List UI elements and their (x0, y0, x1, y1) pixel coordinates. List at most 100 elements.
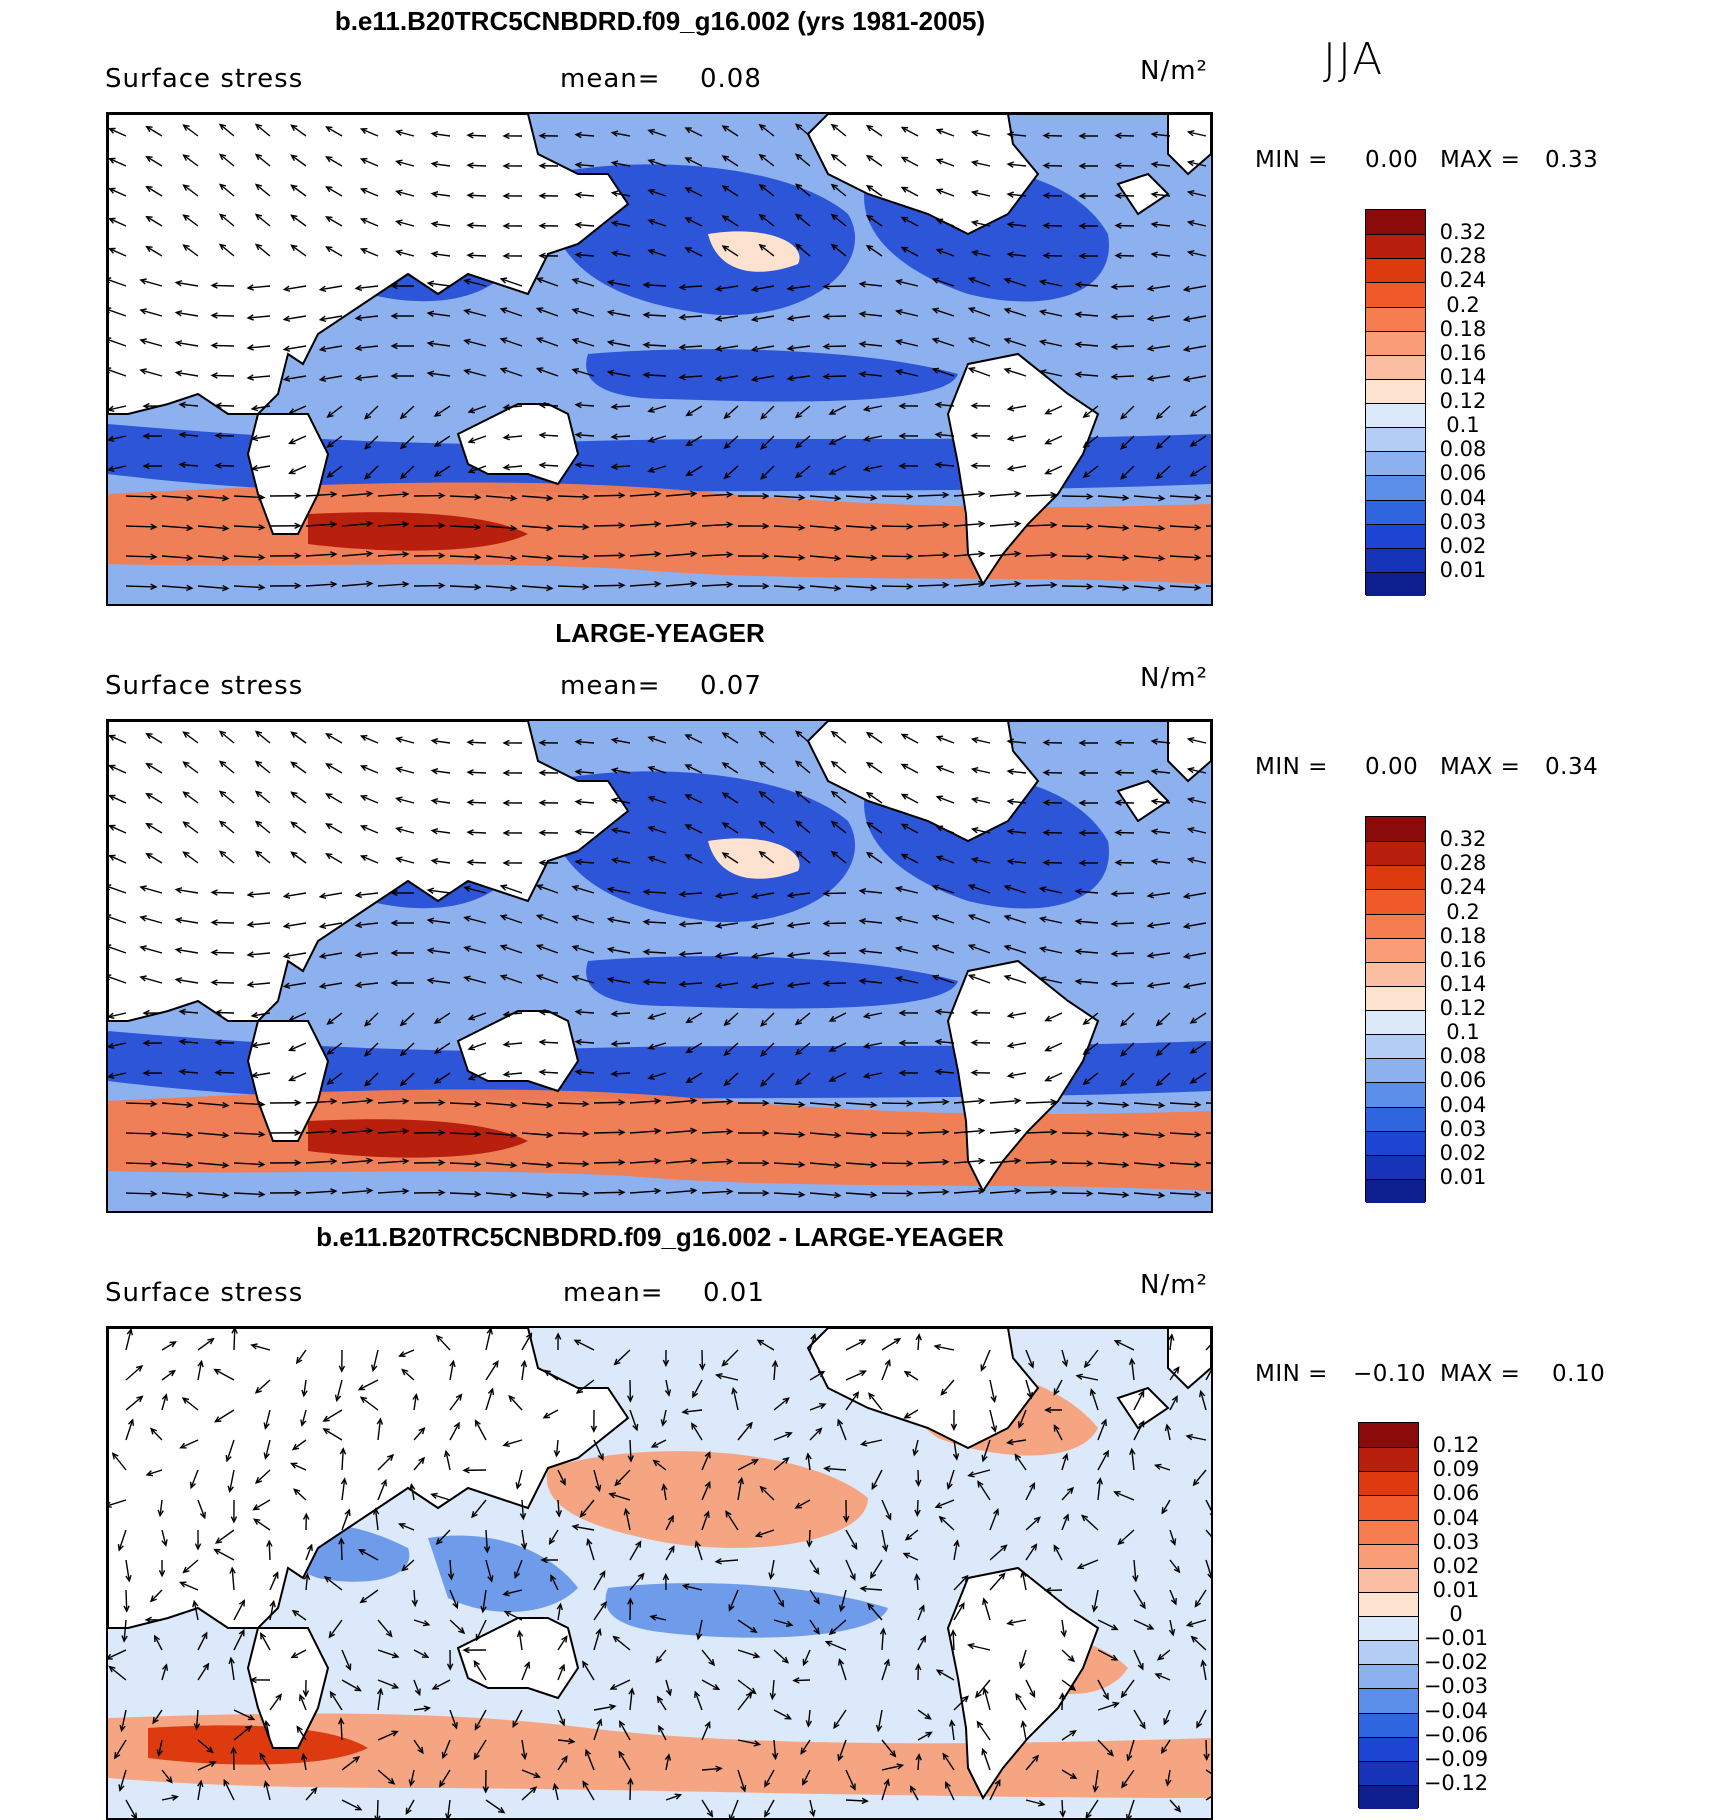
colorbar-swatch (1366, 962, 1425, 986)
colorbar-swatch (1359, 1616, 1418, 1640)
colorbar-tick-label: 0.01 (1421, 1578, 1491, 1602)
panel-2-units: N/m² (1140, 663, 1208, 693)
panel-3-mean-label: mean= (563, 1278, 664, 1308)
colorbar-swatch (1366, 210, 1425, 234)
colorbar-swatch (1366, 865, 1425, 889)
colorbar-tick-label: 0.08 (1428, 437, 1498, 461)
colorbar-box (1358, 1422, 1419, 1808)
colorbar-swatch (1359, 1688, 1418, 1712)
colorbar-swatch (1366, 938, 1425, 962)
colorbar-swatch (1366, 234, 1425, 258)
colorbar-swatch (1359, 1423, 1418, 1447)
season-label: JJA (1323, 34, 1384, 85)
panel-2-mean-label: mean= (560, 671, 661, 701)
colorbar-tick-label: 0.28 (1428, 851, 1498, 875)
colorbar-tick-label: 0.02 (1428, 1141, 1498, 1165)
panel-1-max-value: 0.33 (1545, 147, 1598, 173)
colorbar-tick-label: 0.02 (1421, 1554, 1491, 1578)
colorbar-swatch (1366, 914, 1425, 938)
colorbar-swatch (1359, 1471, 1418, 1495)
panel-1-title: b.e11.B20TRC5CNBDRD.f09_g16.002 (yrs 198… (335, 6, 985, 37)
panel-3-max-value: 0.10 (1552, 1361, 1605, 1387)
colorbar-tick-label: 0.02 (1428, 534, 1498, 558)
panel-1-units: N/m² (1140, 56, 1208, 86)
colorbar-tick-label: 0.04 (1421, 1506, 1491, 1530)
colorbar-swatch (1366, 1131, 1425, 1155)
panel-1-variable: Surface stress (105, 64, 303, 94)
colorbar-tick-label: −0.09 (1421, 1747, 1491, 1771)
colorbar-tick-label: 0.08 (1428, 1044, 1498, 1068)
colorbar-tick-label: 0.01 (1428, 1165, 1498, 1189)
colorbar-tick-label: 0.12 (1428, 389, 1498, 413)
colorbar-tick-label: 0.28 (1428, 244, 1498, 268)
colorbar-tick-label: 0.04 (1428, 486, 1498, 510)
colorbar-swatch (1366, 1082, 1425, 1106)
colorbar-tick-label: 0.32 (1428, 827, 1498, 851)
colorbar-swatch (1366, 817, 1425, 841)
panel-2-min-value: 0.00 (1365, 754, 1418, 780)
colorbar-tick-label: 0.24 (1428, 875, 1498, 899)
colorbar-swatch (1366, 1058, 1425, 1082)
colorbar-tick-label: 0.03 (1421, 1530, 1491, 1554)
colorbar-swatch (1366, 403, 1425, 427)
colorbar-swatch (1366, 841, 1425, 865)
colorbar-tick-label: 0.12 (1421, 1433, 1491, 1457)
colorbar-tick-label: 0.32 (1428, 220, 1498, 244)
colorbar-tick-label: 0.09 (1421, 1457, 1491, 1481)
colorbar-tick-label: 0.03 (1428, 510, 1498, 534)
panel-1-map-canvas (108, 114, 1211, 604)
colorbar-swatch (1366, 548, 1425, 572)
panel-3-min-label: MIN = (1255, 1361, 1328, 1387)
panel-2-map (106, 719, 1213, 1213)
colorbar-tick-label: 0.03 (1428, 1117, 1498, 1141)
colorbar-swatch (1359, 1640, 1418, 1664)
colorbar-tick-label: 0.01 (1428, 558, 1498, 582)
panel-2-max-value: 0.34 (1545, 754, 1598, 780)
panel-1-map (106, 112, 1213, 606)
colorbar-tick-label: −0.01 (1421, 1626, 1491, 1650)
panel-3-max-label: MAX = (1440, 1361, 1520, 1387)
colorbar-swatch (1359, 1447, 1418, 1471)
colorbar-swatch (1366, 572, 1425, 596)
colorbar-swatch (1359, 1713, 1418, 1737)
colorbar-swatch (1359, 1785, 1418, 1809)
colorbar-swatch (1359, 1520, 1418, 1544)
colorbar-swatch (1366, 524, 1425, 548)
panel-1-mean-value: 0.08 (700, 64, 762, 94)
colorbar-tick-label: 0.06 (1428, 1068, 1498, 1092)
colorbar-swatch (1359, 1737, 1418, 1761)
colorbar-swatch (1359, 1592, 1418, 1616)
colorbar-swatch (1359, 1544, 1418, 1568)
colorbar-tick-label: 0.18 (1428, 317, 1498, 341)
colorbar-swatch (1366, 1034, 1425, 1058)
colorbar-tick-label: −0.02 (1421, 1650, 1491, 1674)
colorbar-swatch (1366, 475, 1425, 499)
colorbar-tick-label: 0.2 (1428, 900, 1498, 924)
panel-2-max-label: MAX = (1440, 754, 1520, 780)
panel-2-map-canvas (108, 721, 1211, 1211)
colorbar-tick-label: 0.24 (1428, 268, 1498, 292)
panel-3-map-canvas (108, 1328, 1211, 1818)
colorbar-swatch (1359, 1761, 1418, 1785)
colorbar-tick-label: 0 (1421, 1602, 1491, 1626)
colorbar-tick-label: 0.04 (1428, 1093, 1498, 1117)
colorbar-swatch (1366, 986, 1425, 1010)
panel-3-units: N/m² (1140, 1270, 1208, 1300)
colorbar-swatch (1366, 1155, 1425, 1179)
colorbar-tick-label: 0.06 (1421, 1481, 1491, 1505)
colorbar-tick-label: −0.04 (1421, 1699, 1491, 1723)
colorbar-box (1365, 209, 1426, 595)
panel-1-mean-label: mean= (560, 64, 661, 94)
panel-1-min-label: MIN = (1255, 147, 1328, 173)
panel-2-variable: Surface stress (105, 671, 303, 701)
colorbar-tick-label: 0.18 (1428, 924, 1498, 948)
colorbar-swatch (1359, 1495, 1418, 1519)
colorbar-swatch (1366, 1107, 1425, 1131)
colorbar-tick-label: 0.1 (1428, 413, 1498, 437)
panel-2-mean-value: 0.07 (700, 671, 762, 701)
panel-1-min-value: 0.00 (1365, 147, 1418, 173)
panel-3-variable: Surface stress (105, 1278, 303, 1308)
colorbar-tick-label: −0.06 (1421, 1723, 1491, 1747)
